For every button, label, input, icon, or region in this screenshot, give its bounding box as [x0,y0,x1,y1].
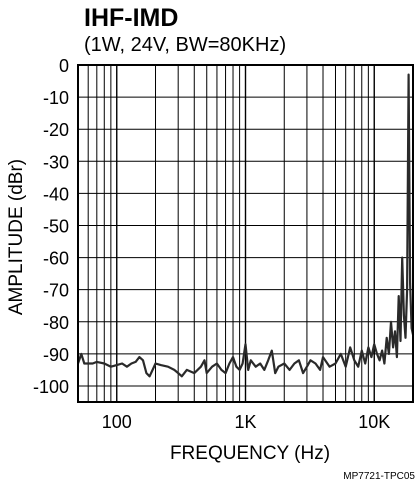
y-tick-label: 0 [59,56,69,76]
y-tick-label: -20 [43,120,69,140]
x-axis-label: FREQUENCY (Hz) [170,443,330,464]
x-tick-label: 1K [234,412,256,432]
y-axis-label: AMPLITUDE (dBr) [6,159,27,315]
chart-subtitle: (1W, 24V, BW=80KHz) [84,34,287,56]
y-tick-label: -50 [43,216,69,236]
y-tick-label: -90 [43,345,69,365]
data-series [76,73,415,378]
y-tick-label: -60 [43,249,69,269]
x-tick-label: 10K [358,412,390,432]
x-axis-ticks: 100 1K 10K [102,412,391,432]
y-tick-label: -70 [43,281,69,301]
y-tick-label: -10 [43,88,69,108]
figure-code: MP7721-TPC05 [343,471,415,482]
x-tick-label: 100 [102,412,132,432]
chart-title: IHF-IMD [84,4,179,32]
y-tick-label: -80 [43,313,69,333]
y-tick-label: -100 [33,377,69,397]
y-axis-ticks: 0 -10 -20 -30 -40 -50 -60 -70 -80 -90 -100 [33,56,69,397]
y-tick-label: -30 [43,152,69,172]
series-line [76,73,415,378]
plot-frame [77,64,414,403]
y-tick-label: -40 [43,184,69,204]
